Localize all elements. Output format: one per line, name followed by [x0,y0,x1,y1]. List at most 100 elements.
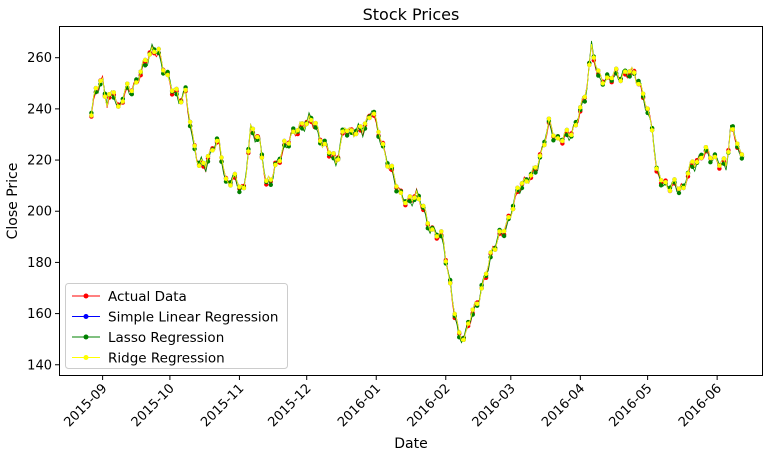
data-point [326,150,332,155]
data-point [676,190,682,196]
data-point [658,178,664,183]
data-point [273,162,278,168]
data-point [268,177,273,182]
data-point [546,116,552,121]
data-point [237,184,242,189]
data-point [169,88,175,94]
data-point [196,163,202,168]
data-point [116,104,121,109]
data-point [340,129,345,134]
data-point [510,203,516,209]
data-point [331,151,336,156]
data-point [439,229,444,234]
data-point [277,158,282,164]
data-point [488,255,493,260]
data-point [483,271,489,276]
data-point [412,195,417,200]
data-point [690,164,695,169]
data-point [291,126,296,131]
y-tick-label: 200 [27,205,52,220]
x-tick-label: 2015-10 [129,381,178,430]
data-point [300,126,305,131]
x-tick-label: 2015-09 [61,381,110,430]
data-point [555,136,561,141]
data-point [448,281,453,286]
data-point [636,81,641,87]
data-point [111,90,117,95]
data-point [214,138,220,144]
data-point [286,141,291,146]
data-point [165,72,170,78]
legend-swatch-marker [83,293,89,299]
data-point [232,171,238,177]
data-point [466,321,471,326]
data-point [129,88,134,94]
data-point [533,170,538,175]
x-tick-label: 2016-04 [539,381,588,430]
data-point [663,180,668,185]
data-point [623,69,628,74]
data-point [380,141,386,147]
data-point [344,128,350,134]
data-point [143,57,148,63]
x-tick-label: 2016-03 [470,381,519,430]
data-point [609,75,614,81]
data-point [125,81,130,86]
data-point [703,145,709,150]
data-point [93,85,99,91]
data-point [524,179,529,184]
data-point [313,120,318,126]
data-point [178,100,184,105]
series-4 [89,44,745,342]
data-point [237,189,242,195]
y-tick-label: 260 [27,51,52,66]
data-point [569,132,574,138]
series-line [91,44,745,342]
y-tick-label: 180 [27,256,52,271]
data-point [614,66,619,72]
data-point [699,155,704,161]
data-point [434,234,439,239]
data-point [241,185,247,191]
chart-title: Stock Prices [363,5,460,24]
data-point [268,182,273,187]
data-point [174,86,179,92]
data-point [708,160,713,165]
data-point [461,337,466,342]
data-point [143,63,148,68]
data-point [398,190,404,195]
data-point [156,46,161,52]
data-point [201,160,206,166]
data-point [640,91,646,96]
data-point [667,188,673,193]
data-point [708,155,713,161]
y-tick-label: 160 [27,307,52,322]
data-point [497,229,502,234]
data-point [457,330,462,335]
data-point [228,183,233,188]
legend-item: Simple Linear Regression [72,310,278,326]
x-tick-label: 2016-02 [405,381,454,430]
data-point [295,128,300,133]
data-point [344,133,350,138]
data-point [129,92,134,97]
data-point [699,152,704,157]
data-point [515,185,520,190]
data-point [685,171,691,176]
y-tick-label: 240 [27,102,52,117]
data-point [672,177,677,182]
data-point [161,68,166,73]
data-point [192,143,197,149]
data-point [371,111,377,117]
data-point [658,183,664,188]
data-point [600,81,605,86]
data-point [403,200,408,206]
data-point [205,154,211,159]
data-point [318,138,323,143]
legend-swatch-marker [83,314,89,319]
data-point [591,55,596,60]
data-point [134,80,139,85]
data-point [98,78,103,84]
x-axis: 2015-09 2015-10 2015-11 2015-12 2016-01 2016-… [61,375,725,430]
data-point [147,52,152,57]
